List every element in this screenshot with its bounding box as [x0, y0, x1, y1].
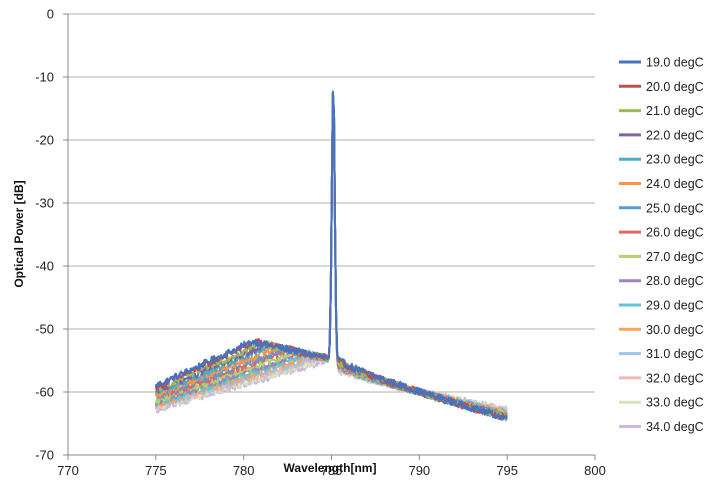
legend-label: 20.0 degC	[646, 80, 704, 94]
legend-label: 31.0 degC	[646, 347, 704, 361]
legend-label: 34.0 degC	[646, 420, 704, 434]
legend-label: 24.0 degC	[646, 177, 704, 191]
plot-series	[154, 89, 508, 422]
legend-label: 19.0 degC	[646, 56, 704, 70]
legend-label: 26.0 degC	[646, 226, 704, 240]
x-axis-title: Wavelength[nm]	[284, 461, 377, 475]
series-line	[154, 91, 508, 420]
y-tick-label: -10	[35, 70, 54, 85]
axes	[63, 13, 596, 460]
y-tick-label: -60	[35, 385, 54, 400]
x-tick-label: 775	[145, 463, 167, 478]
x-tick-label: 795	[496, 463, 518, 478]
y-tick-label: -40	[35, 259, 54, 274]
x-tick-label: 800	[584, 463, 606, 478]
legend: 19.0 degC 20.0 degC 21.0 degC 22.0 degC 23.0…	[619, 56, 704, 434]
legend-label: 22.0 degC	[646, 128, 704, 142]
y-tick-labels: 0 -10 -20 -30 -40 -50 -60 -70	[35, 7, 54, 463]
y-tick-label: -20	[35, 133, 54, 148]
y-tick-label: -30	[35, 196, 54, 211]
legend-label: 23.0 degC	[646, 153, 704, 167]
legend-label: 25.0 degC	[646, 201, 704, 215]
legend-label: 29.0 degC	[646, 299, 704, 313]
x-tick-labels: 770 775 780 785 790 795 800	[57, 463, 606, 478]
legend-label: 21.0 degC	[646, 104, 704, 118]
y-tick-label: -70	[35, 448, 54, 463]
legend-label: 28.0 degC	[646, 274, 704, 288]
y-axis-title: Optical Power [dB]	[12, 180, 26, 287]
x-tick-label: 770	[57, 463, 79, 478]
y-tick-label: 0	[47, 7, 54, 22]
x-tick-label: 780	[233, 463, 255, 478]
legend-label: 27.0 degC	[646, 250, 704, 264]
x-tick-label: 790	[408, 463, 430, 478]
x-tick-label: 785	[321, 463, 343, 478]
legend-label: 32.0 degC	[646, 371, 704, 385]
legend-label: 30.0 degC	[646, 323, 704, 337]
legend-label: 33.0 degC	[646, 396, 704, 410]
y-tick-label: -50	[35, 322, 54, 337]
